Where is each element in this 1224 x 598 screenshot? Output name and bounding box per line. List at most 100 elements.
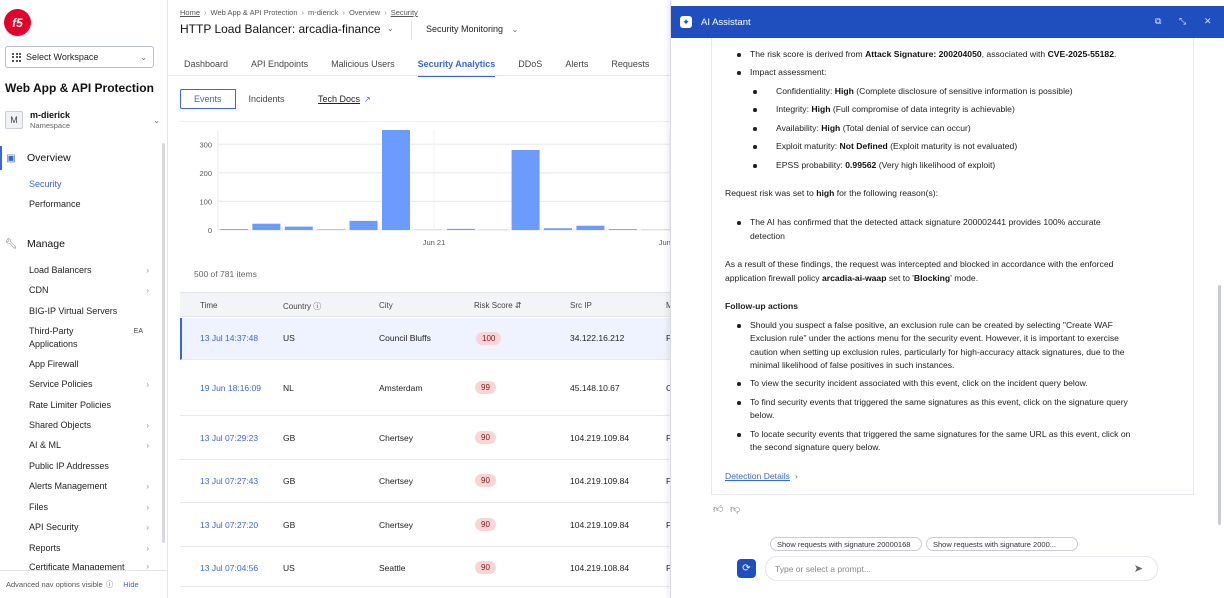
nav-item-app-firewall[interactable]: App Firewall — [29, 359, 149, 369]
segment-events[interactable]: Events — [180, 89, 236, 109]
thumbs-down-icon[interactable]: 👎︎ — [730, 504, 741, 515]
chart-bar[interactable] — [349, 220, 378, 230]
f5-logo[interactable]: f5 — [4, 9, 31, 36]
nav-item-public-ip-addresses[interactable]: Public IP Addresses — [29, 461, 149, 471]
info-icon: ⓘ — [105, 580, 114, 589]
prompt-input[interactable]: Type or select a prompt... ➤ — [765, 556, 1158, 581]
column-header-src-ip[interactable]: Src IP — [570, 301, 592, 310]
nav-item-certificate-management[interactable]: Certificate Management › — [29, 562, 149, 570]
breadcrumb-home[interactable]: Home — [180, 8, 201, 17]
nav-item-label: App Firewall — [29, 359, 79, 369]
bullet — [753, 127, 757, 131]
nav-item-alerts-management[interactable]: Alerts Management › — [29, 481, 149, 491]
detection-details-link[interactable]: Detection Details › — [725, 471, 798, 481]
row-time[interactable]: 13 Jul 14:37:48 — [200, 333, 259, 343]
tab-dashboard[interactable]: Dashboard — [184, 59, 229, 69]
namespace-selector[interactable]: M m-dierick Namespace ⌄ — [5, 107, 160, 133]
tab-ddos[interactable]: DDoS — [518, 59, 543, 69]
active-section-indicator — [0, 146, 2, 170]
segment-incidents[interactable]: Incidents — [248, 94, 285, 104]
sidebar-scrollbar[interactable] — [162, 143, 165, 543]
column-header-city[interactable]: City — [379, 301, 393, 310]
suggestion-chip[interactable]: Show requests with signature 20000168 — [770, 537, 922, 551]
chevron-right-icon: › — [146, 543, 149, 553]
chart-bar[interactable] — [382, 130, 410, 230]
nav-item-cdn[interactable]: CDN › — [29, 285, 149, 295]
table-row[interactable]: 19 Jun 18:16:09 NL Amsterdam 99 45.148.1… — [180, 360, 670, 416]
tab-security-analytics[interactable]: Security Analytics — [417, 59, 496, 77]
breadcrumb-waap[interactable]: Web App & API Protection — [210, 8, 298, 17]
tab-alerts[interactable]: Alerts — [565, 59, 589, 69]
row-time[interactable]: 13 Jul 07:27:43 — [200, 476, 259, 486]
suggestion-chip[interactable]: Show requests with signature 2000... — [926, 537, 1078, 551]
row-time[interactable]: 13 Jul 07:29:23 — [200, 433, 259, 443]
nav-item-third-party-applications[interactable]: Third-Party EA — [29, 326, 149, 336]
minimize-icon[interactable]: ⤡ — [1179, 16, 1187, 26]
nav-item-bigip-virtual-servers[interactable]: BIG-IP Virtual Servers — [29, 306, 149, 316]
workspace-select[interactable]: Select Workspace ⌄ — [5, 46, 154, 68]
chart-bar[interactable] — [284, 226, 313, 230]
nav-item-files[interactable]: Files › — [29, 502, 149, 512]
nav-item-security[interactable]: Security — [29, 179, 149, 189]
items-count: 500 of 781 items — [194, 269, 257, 279]
ai-panel-scrollbar[interactable] — [1218, 285, 1221, 525]
table-row[interactable]: 13 Jul 07:27:20 GB Chertsey 90 104.219.1… — [180, 503, 670, 547]
table-row[interactable]: 13 Jul 07:27:43 GB Chertsey 90 104.219.1… — [180, 460, 670, 503]
row-time[interactable]: 13 Jul 07:04:56 — [200, 563, 259, 573]
external-link-icon: ↗ — [364, 95, 371, 104]
row-time[interactable]: 19 Jun 18:16:09 — [200, 383, 261, 393]
tab-malicious-users[interactable]: Malicious Users — [331, 59, 395, 69]
column-header-risk-score[interactable]: Risk Score ⇵ — [474, 301, 522, 310]
tab-api-endpoints[interactable]: API Endpoints — [251, 59, 309, 69]
chevron-right-icon: › — [146, 265, 149, 275]
nav-item-rate-limiter-policies[interactable]: Rate Limiter Policies — [29, 400, 149, 410]
chart-bar[interactable] — [446, 228, 475, 230]
app-title: Web App & API Protection — [5, 81, 154, 95]
nav-item-load-balancers[interactable]: Load Balancers › — [29, 265, 149, 275]
breadcrumb-security[interactable]: Security — [390, 8, 418, 17]
chart-bar[interactable] — [220, 229, 248, 230]
chart-bar[interactable] — [252, 223, 281, 230]
chart-bar[interactable] — [608, 229, 637, 230]
events-bar-chart[interactable]: 0 100 200 300 Jun 21 Jun 28 — [180, 125, 670, 255]
chart-bar[interactable] — [544, 228, 572, 230]
hide-nav-options-link[interactable]: Hide — [123, 580, 139, 589]
nav-section-manage[interactable]: 🔧︎ Manage — [5, 238, 65, 250]
copy-icon[interactable]: ⧉ — [1155, 16, 1162, 26]
table-row[interactable]: 13 Jul 07:29:23 GB Chertsey 90 104.219.1… — [180, 416, 670, 460]
nav-item-shared-objects[interactable]: Shared Objects › — [29, 420, 149, 430]
column-header-method[interactable]: M — [666, 301, 670, 310]
close-icon[interactable]: ✕ — [1204, 16, 1212, 26]
nav-item-service-policies[interactable]: Service Policies › — [29, 379, 149, 389]
tech-docs-link[interactable]: Tech Docs ↗ — [318, 94, 371, 104]
refresh-icon[interactable]: ⟳ — [737, 559, 756, 578]
chart-bar[interactable] — [576, 225, 605, 230]
bullet — [737, 382, 741, 386]
nav-item-api-security[interactable]: API Security › — [29, 522, 149, 532]
row-time[interactable]: 13 Jul 07:27:20 — [200, 520, 259, 530]
nav-section-overview[interactable]: ▣ Overview — [5, 152, 71, 164]
send-icon[interactable]: ➤ — [1133, 563, 1143, 575]
row-country: US — [283, 563, 295, 573]
followup-3-line-2: below. — [750, 410, 775, 420]
nav-item-third-party-applications-line2[interactable]: Applications — [29, 339, 149, 349]
nav-item-reports[interactable]: Reports › — [29, 543, 149, 553]
nav-item-performance[interactable]: Performance — [29, 199, 149, 209]
chevron-down-icon[interactable]: ⌄ — [387, 24, 394, 33]
monitoring-select[interactable]: Security Monitoring ⌄ — [426, 24, 518, 34]
tab-requests[interactable]: Requests — [611, 59, 650, 69]
column-header-time[interactable]: Time — [200, 301, 218, 310]
y-tick-label: 100 — [199, 197, 212, 206]
nav-item-label: API Security — [29, 522, 79, 532]
thumbs-up-icon[interactable]: 👍︎ — [713, 504, 724, 515]
table-row[interactable]: 13 Jul 14:37:48 US Council Bluffs 100 34… — [180, 318, 670, 360]
table-row[interactable]: 13 Jul 07:04:56 US Seattle 90 104.219.10… — [180, 547, 670, 587]
chart-bar[interactable] — [511, 150, 540, 230]
chart-bar[interactable] — [317, 229, 346, 230]
nav-item-ai-ml[interactable]: AI & ML › — [29, 440, 149, 450]
breadcrumb-overview[interactable]: Overview — [348, 8, 381, 17]
breadcrumb-namespace[interactable]: m-dierick — [308, 8, 339, 17]
chevron-down-icon: ⌄ — [511, 25, 519, 34]
column-header-country[interactable]: Country ⓘ — [283, 301, 321, 312]
page-title[interactable]: HTTP Load Balancer: arcadia-finance — [180, 22, 381, 36]
